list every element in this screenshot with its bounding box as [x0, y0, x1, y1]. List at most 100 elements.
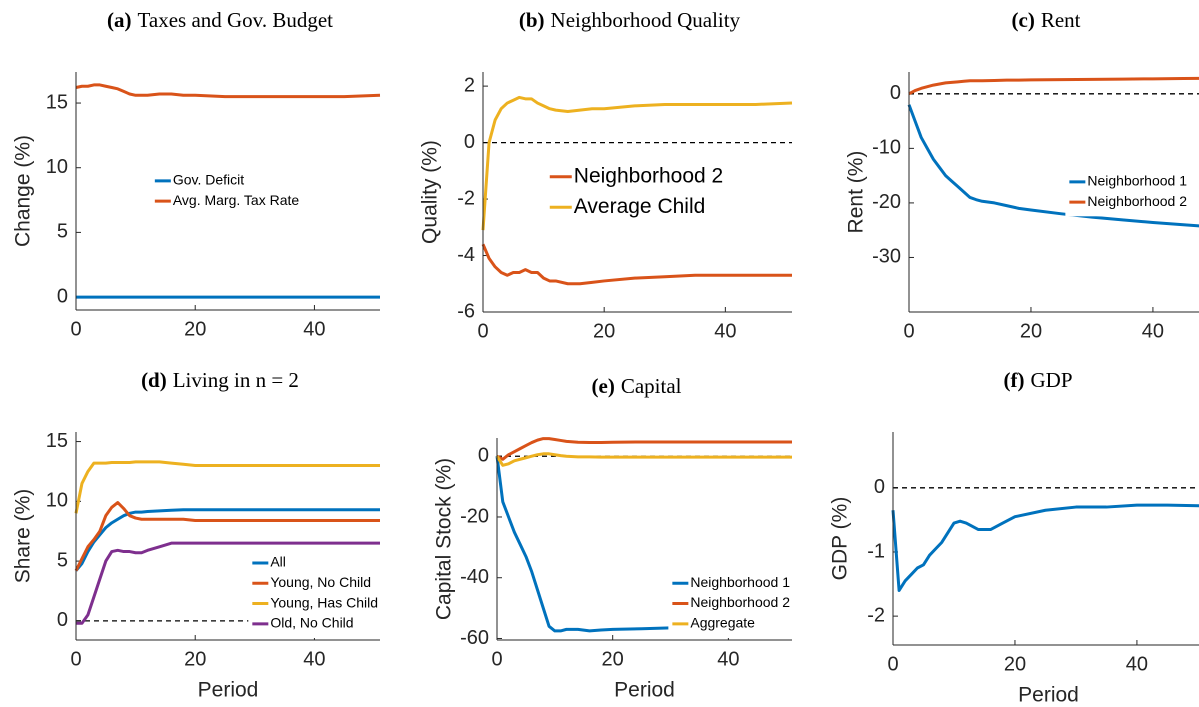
x-tick-label: 40: [717, 648, 739, 670]
legend-background: [1065, 167, 1193, 217]
series-line: [76, 541, 380, 625]
legend-background: [150, 166, 306, 216]
series-line: [496, 437, 792, 461]
title-text: Neighborhood Quality: [551, 8, 741, 32]
legend: Gov. Deficit Avg. Marg. Tax Rate: [150, 166, 306, 216]
x-tick-label: 20: [184, 318, 206, 340]
y-tick-label: -40: [460, 566, 489, 588]
title-text: GDP: [1030, 368, 1072, 392]
x-axis-label: Period: [1018, 684, 1079, 707]
legend-label: Neighborhood 2: [1087, 193, 1187, 209]
panel-label: (a): [107, 8, 132, 32]
y-tick-label: 5: [57, 549, 68, 571]
y-axis-label: Rent (%): [845, 151, 868, 234]
title-text: Living in n = 2: [173, 368, 299, 392]
panel-label: (d): [141, 368, 167, 392]
x-tick-label: 20: [602, 648, 624, 670]
panel-label: (c): [1012, 8, 1035, 32]
x-tick-label: 40: [1142, 320, 1164, 342]
y-tick-label: -30: [872, 246, 901, 268]
legend-label: Average Child: [574, 195, 706, 218]
y-axis-label: Change (%): [12, 135, 35, 247]
legend-background: [248, 548, 384, 638]
x-tick-label: 40: [714, 320, 736, 342]
y-tick-label: 15: [46, 91, 68, 113]
y-tick-label: -10: [872, 137, 901, 159]
y-tick-label: 0: [478, 445, 489, 467]
series-line: [907, 104, 1199, 228]
x-axis-label: Period: [198, 679, 259, 702]
y-tick-label: -1: [867, 540, 885, 562]
panel-title: (a) Taxes and Gov. Budget: [107, 8, 333, 32]
legend-label: Young, No Child: [270, 574, 371, 590]
panel: 0 20 40 0 5 10 15 Gov. Deficit Avg. Marg. Tax Ra…: [12, 8, 381, 340]
x-tick-label: 0: [477, 320, 488, 342]
panel-label: (f): [1004, 368, 1025, 392]
panel-label: (e): [592, 374, 615, 398]
y-tick-label: 0: [57, 285, 68, 307]
panel: 0 20 40 -2 -1 0 (f) GDP GDP (%) Period: [829, 368, 1199, 707]
panel: 0 20 40 -60 -40 -20 0 Neighborhood 1 Neighborhoo…: [433, 374, 796, 702]
panel-title: (f) GDP: [1004, 368, 1073, 392]
x-tick-label: 0: [70, 648, 81, 670]
legend-label: Neighborhood 1: [1087, 173, 1187, 189]
y-tick-label: -2: [457, 187, 475, 209]
panel-title: (b) Neighborhood Quality: [519, 8, 741, 32]
title-text: Rent: [1041, 8, 1081, 32]
y-axis-label: Share (%): [12, 489, 35, 584]
x-tick-label: 40: [303, 648, 325, 670]
legend-label: Neighborhood 2: [574, 164, 723, 187]
legend-label: Neighborhood 2: [690, 594, 790, 610]
legend-background: [668, 569, 796, 638]
panel-title: (c) Rent: [1012, 8, 1081, 32]
y-tick-label: 2: [464, 74, 475, 96]
y-tick-label: 10: [46, 156, 68, 178]
panel-title: (e) Capital: [592, 374, 682, 398]
x-tick-label: 0: [903, 320, 914, 342]
y-tick-label: -20: [460, 505, 489, 527]
y-tick-label: -2: [867, 604, 885, 626]
x-tick-label: 0: [887, 653, 898, 675]
legend: Neighborhood 1 Neighborhood 2: [1065, 167, 1193, 217]
series-line: [74, 508, 380, 572]
panel: 0 20 40 0 5 10 15 All Young, No Child Young, Has …: [12, 368, 384, 702]
panel: 0 20 40 -6 -4 -2 0 2 Neighborhood 2 Average Child…: [419, 8, 793, 342]
legend-background: [545, 157, 730, 227]
y-tick-label: -6: [457, 300, 475, 322]
series-line: [481, 95, 793, 231]
y-tick-label: 0: [890, 82, 901, 104]
y-tick-label: -60: [460, 627, 489, 649]
y-tick-label: 5: [57, 221, 68, 243]
y-axis-label: Quality (%): [419, 140, 442, 244]
legend: Neighborhood 2 Average Child: [545, 157, 730, 227]
y-tick-label: -4: [457, 244, 475, 266]
series-line: [481, 243, 792, 286]
x-tick-label: 20: [184, 648, 206, 670]
title-text: Taxes and Gov. Budget: [138, 8, 334, 32]
panel-label: (b): [519, 8, 545, 32]
x-tick-label: 20: [1020, 320, 1042, 342]
y-tick-label: -20: [872, 191, 901, 213]
series-line: [74, 460, 380, 514]
legend-label: Young, Has Child: [270, 594, 378, 610]
y-axis-label: Capital Stock (%): [433, 458, 456, 620]
series-line: [74, 501, 380, 572]
x-tick-label: 0: [491, 648, 502, 670]
y-tick-label: 15: [46, 430, 68, 452]
y-axis-label: GDP (%): [829, 497, 852, 581]
legend-label: Old, No Child: [270, 615, 353, 631]
legend-label: Neighborhood 1: [690, 574, 790, 590]
series-line: [495, 452, 792, 467]
y-tick-label: 0: [57, 609, 68, 631]
legend-label: Gov. Deficit: [173, 172, 244, 188]
legend: Neighborhood 1 Neighborhood 2 Aggregate: [668, 569, 796, 638]
x-tick-label: 20: [1004, 653, 1026, 675]
y-tick-label: 0: [874, 476, 885, 498]
y-tick-label: 10: [46, 490, 68, 512]
series-line: [908, 76, 1199, 96]
legend-label: Avg. Marg. Tax Rate: [173, 192, 300, 208]
title-text: Capital: [621, 374, 682, 398]
